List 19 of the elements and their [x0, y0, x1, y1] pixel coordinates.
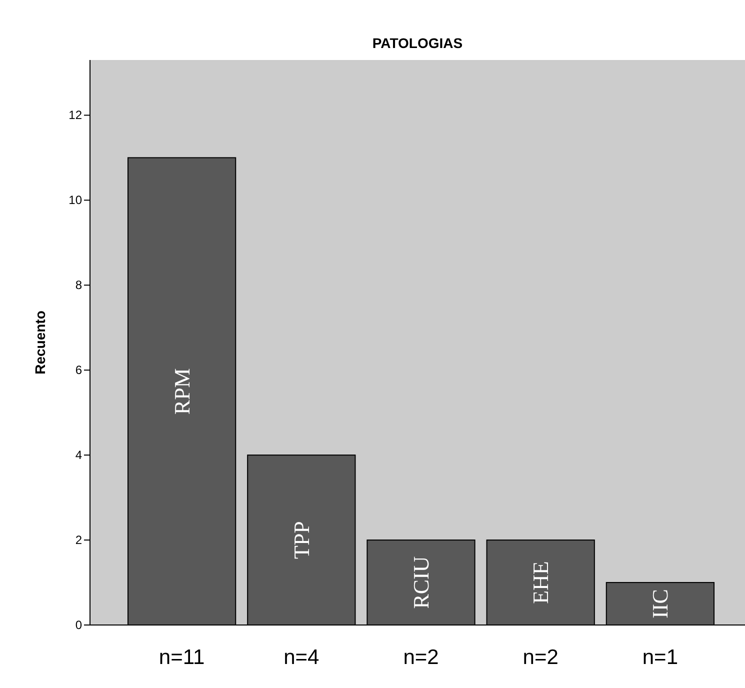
x-tick-label: RCIU [408, 556, 434, 609]
data-label: n=1 [642, 646, 678, 669]
y-tick-label: 10 [68, 193, 82, 208]
data-label: n=11 [158, 646, 205, 669]
y-tick-label: 0 [75, 618, 82, 632]
y-tick-label: 6 [75, 363, 82, 378]
x-tick-label: EHE [528, 561, 554, 604]
data-label: n=2 [403, 646, 439, 669]
y-axis-title: Recuento [32, 310, 48, 374]
y-tick-label: 2 [75, 533, 82, 548]
x-tick-label: RPM [169, 368, 194, 415]
y-tick-label: 4 [75, 448, 82, 462]
x-tick-label: IIC [648, 589, 673, 618]
chart-title: PATOLOGIAS [372, 35, 463, 51]
data-label: n=4 [284, 646, 320, 669]
y-tick-label: 12 [68, 108, 82, 122]
x-tick-label: TPP [288, 521, 314, 559]
y-tick-label: 8 [75, 278, 82, 292]
data-label: n=2 [522, 646, 558, 669]
